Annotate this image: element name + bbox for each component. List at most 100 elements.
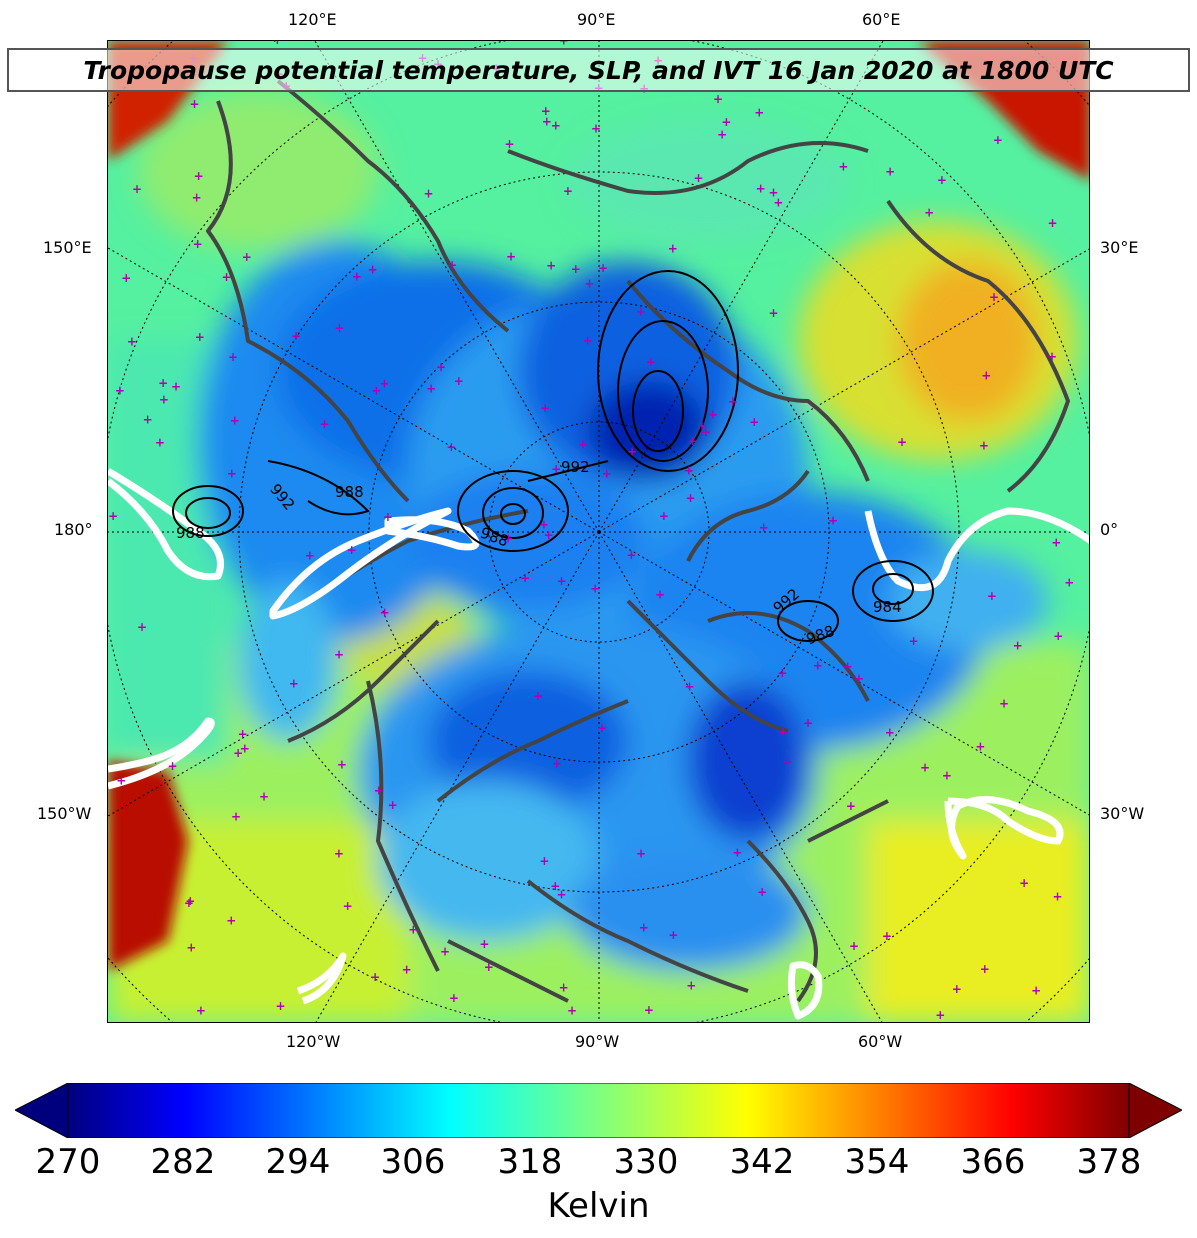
lon-label-right-1: 30°E	[1100, 238, 1139, 257]
station-marker: +	[194, 169, 204, 183]
station-marker: +	[343, 899, 353, 913]
station-marker: +	[989, 290, 999, 304]
colorbar	[15, 1083, 1182, 1138]
station-marker: +	[533, 689, 543, 703]
station-marker: +	[813, 658, 823, 672]
station-marker: +	[541, 104, 551, 118]
station-marker: +	[754, 105, 764, 119]
station-marker: +	[127, 335, 137, 349]
station-marker: +	[423, 187, 433, 201]
station-marker: +	[371, 383, 381, 397]
station-marker: +	[999, 696, 1009, 710]
station-marker: +	[598, 261, 608, 275]
colorbar-tick: 282	[150, 1142, 216, 1182]
station-marker: +	[228, 350, 238, 364]
station-marker: +	[975, 740, 985, 754]
lon-label-left-2: 180°	[54, 520, 93, 539]
station-marker: +	[732, 845, 742, 859]
station-marker: +	[721, 115, 731, 129]
station-marker: +	[846, 799, 856, 813]
station-marker: +	[885, 164, 895, 178]
slp-label: 984	[873, 598, 902, 616]
station-marker: +	[757, 885, 767, 899]
station-marker: +	[383, 510, 393, 524]
map-title: Tropopause potential temperature, SLP, a…	[83, 55, 1114, 85]
station-marker: +	[408, 922, 418, 936]
station-marker: +	[937, 173, 947, 187]
station-marker: +	[108, 509, 118, 523]
station-marker: +	[1052, 889, 1062, 903]
lon-label-bottom-2: 90°W	[575, 1032, 620, 1051]
station-marker: +	[1047, 216, 1057, 230]
station-marker: +	[687, 434, 697, 448]
station-marker: +	[334, 647, 344, 661]
station-marker: +	[505, 137, 515, 151]
station-marker: +	[708, 408, 718, 422]
station-marker: +	[484, 960, 494, 974]
lon-label-top-3: 60°E	[862, 10, 901, 29]
station-marker: +	[769, 185, 779, 199]
station-marker: +	[935, 1008, 945, 1022]
station-marker: +	[320, 417, 330, 431]
station-marker: +	[646, 355, 656, 369]
station-marker: +	[238, 727, 248, 741]
station-marker: +	[272, 41, 282, 47]
station-marker: +	[347, 543, 357, 557]
station-marker: +	[556, 574, 566, 588]
station-marker: +	[189, 97, 199, 111]
station-marker: +	[370, 970, 380, 984]
station-marker: +	[897, 435, 907, 449]
station-marker: +	[981, 369, 991, 383]
station-marker: +	[540, 401, 550, 415]
station-marker: +	[686, 491, 696, 505]
station-marker: +	[447, 258, 457, 272]
station-marker: +	[506, 249, 516, 263]
polar-stereographic-map: + + + + + + + + + + + + + + + + + + + + + + + + + + + + + + + + + + + + + + + +…	[108, 41, 1089, 1022]
station-marker: +	[542, 115, 552, 129]
station-marker: +	[305, 549, 315, 563]
station-marker: +	[186, 941, 196, 955]
station-marker: +	[230, 414, 240, 428]
colorbar-max-extend	[1128, 1083, 1182, 1138]
station-marker: +	[590, 581, 600, 595]
station-marker: +	[591, 122, 601, 136]
lon-label-right-3: 30°W	[1100, 804, 1145, 823]
station-marker: +	[644, 1003, 654, 1017]
station-marker: +	[782, 755, 792, 769]
station-marker: +	[270, 41, 280, 45]
station-marker: +	[233, 746, 243, 760]
station-marker: +	[195, 330, 205, 344]
station-marker: +	[979, 439, 989, 453]
station-marker: +	[275, 999, 285, 1013]
station-marker: +	[942, 768, 952, 782]
lon-label-bottom-1: 120°W	[286, 1032, 341, 1051]
station-marker: +	[155, 435, 165, 449]
ivt-contours	[108, 467, 1089, 1020]
station-marker: +	[158, 376, 168, 390]
title-box: Tropopause potential temperature, SLP, a…	[7, 48, 1190, 92]
station-marker: +	[379, 377, 389, 391]
station-marker: +	[196, 1004, 206, 1018]
station-marker: +	[882, 929, 892, 943]
station-marker: +	[583, 334, 593, 348]
tropopause-theta-field	[108, 41, 1089, 1022]
station-marker: +	[440, 944, 450, 958]
station-marker: +	[222, 270, 232, 284]
slp-contours	[172, 270, 934, 642]
station-marker: +	[436, 360, 446, 374]
station-marker: +	[352, 270, 362, 284]
station-marker: +	[121, 271, 131, 285]
station-marker: +	[546, 259, 556, 273]
station-marker: +	[334, 321, 344, 335]
station-marker: +	[231, 810, 241, 824]
station-marker: +	[137, 620, 147, 634]
colorbar-tick: 318	[497, 1142, 563, 1182]
station-marker: +	[240, 742, 250, 756]
station-marker: +	[259, 790, 269, 804]
station-marker: +	[193, 237, 203, 251]
station-marker: +	[539, 854, 549, 868]
station-marker: +	[701, 425, 711, 439]
station-marker: +	[987, 589, 997, 603]
station-marker: +	[838, 160, 848, 174]
station-marker: +	[626, 548, 636, 562]
